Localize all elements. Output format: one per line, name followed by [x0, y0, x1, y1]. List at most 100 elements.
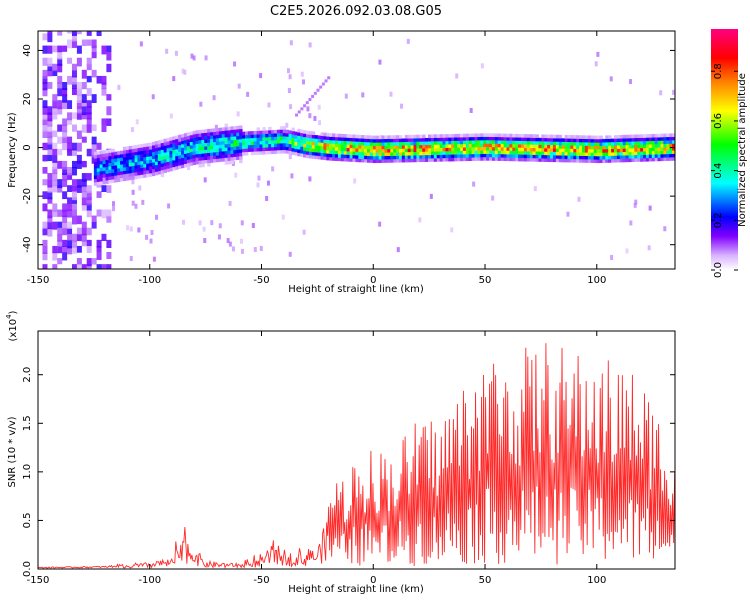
spectrogram-cell [669, 153, 673, 158]
spectrogram-cell [387, 138, 391, 143]
spectrogram-cell [303, 143, 307, 148]
spectrogram-cell [361, 155, 365, 160]
spectrogram-cell [489, 143, 493, 148]
spectrogram-cell [52, 203, 58, 212]
spectrogram-cell [532, 137, 537, 142]
spectrogram-cell [457, 150, 461, 155]
spectrogram-cell [425, 137, 429, 142]
spectrogram-cell [146, 170, 150, 174]
spectrogram-cell [160, 166, 165, 171]
spectrogram-cell [521, 147, 525, 152]
spectrogram-cell [593, 152, 598, 157]
spectrogram-cell [654, 137, 659, 141]
spectrogram-cell [605, 145, 609, 150]
spectrogram-cell [439, 141, 444, 145]
spectrogram-cell [282, 132, 287, 137]
spectrogram-cell [204, 149, 208, 154]
spectrogram-cell [259, 245, 263, 251]
spectrogram-cell [76, 264, 82, 269]
spectrogram-cell [462, 140, 467, 145]
spectrogram-cell [613, 135, 618, 139]
spectrogram-cell [224, 150, 229, 155]
spectrogram-cell [337, 154, 342, 158]
spectrogram-cell [227, 157, 231, 161]
spectrogram-cell [637, 154, 641, 159]
spectrogram-cell [567, 145, 571, 149]
spectrogram-cell [666, 147, 670, 151]
spectrogram-cell [500, 157, 505, 161]
spectrogram-cell [210, 138, 214, 143]
spectrogram-cell [96, 239, 102, 248]
spectrogram-y-axis-label: Frequency (Hz) [7, 112, 18, 188]
spectrogram-cell [393, 152, 397, 156]
spectrogram-cell [384, 152, 388, 157]
spectrogram-cell [67, 239, 73, 249]
spectrogram-cell [468, 143, 473, 148]
spectrogram-cell [157, 160, 162, 165]
spectrogram-cell [192, 130, 197, 135]
spectrogram-cell [404, 148, 409, 153]
spectrogram-cell [643, 158, 647, 162]
spectrogram-cell [429, 193, 433, 199]
spectrogram-cell [573, 141, 577, 146]
spectrogram-cell [271, 150, 275, 155]
spectrogram-cell [288, 130, 292, 134]
spectrogram-cell [372, 142, 377, 147]
spectrogram-cell [146, 146, 150, 151]
spectrogram-cell [201, 146, 205, 151]
spectrogram-cell [172, 76, 176, 82]
spectrogram-cell [300, 153, 304, 157]
spectrogram-cell [247, 131, 252, 135]
spectrogram-cell [76, 154, 82, 164]
spectrogram-cell [613, 145, 618, 149]
spectrogram-cell [268, 140, 272, 145]
spectrogram-cell [122, 157, 127, 161]
spectrogram-cell [117, 154, 121, 159]
spectrogram-cell [337, 143, 342, 148]
spectrogram-cell [335, 133, 339, 138]
spectrogram-cell [178, 161, 182, 166]
spectrogram-cell [640, 141, 644, 145]
spectrogram-cell [628, 144, 632, 149]
spectrogram-cell [387, 152, 391, 156]
spectrogram-cell [384, 159, 388, 163]
spectrogram-cell [215, 141, 220, 146]
spectrogram-cell [660, 154, 664, 158]
spectrogram-cell [218, 223, 222, 229]
spectrogram-cell [178, 134, 182, 139]
spectrogram-cell [230, 146, 234, 151]
spectrogram-cell [590, 159, 595, 163]
spectrogram-cell [451, 157, 455, 162]
spectrogram-cell [259, 134, 263, 138]
spectrogram-cell [166, 148, 170, 152]
spectrogram-cell [91, 45, 97, 52]
spectrogram-cell [430, 141, 435, 145]
spectrogram-cell [436, 158, 441, 162]
spectrogram-cell [361, 145, 365, 149]
spectrogram-cell [305, 151, 310, 155]
spectrogram-cell [573, 155, 577, 160]
spectrogram-cell [672, 150, 675, 154]
spectrogram-cell [570, 152, 574, 156]
spectrogram-cell [120, 154, 124, 158]
snr-y-tick-label: 0.5 [22, 512, 33, 528]
spectrogram-cell [178, 155, 182, 159]
spectrogram-cell [637, 141, 641, 145]
spectrogram-cell [570, 145, 574, 149]
spectrogram-cell [67, 203, 73, 211]
spectrogram-cell [146, 163, 150, 168]
spectrogram-cell [416, 134, 420, 139]
spectrogram-cell [340, 150, 345, 155]
spectrogram-cell [186, 149, 191, 153]
spectrogram-cell [497, 136, 502, 141]
spectrogram-cell [657, 154, 661, 158]
spectrogram-cell [355, 158, 359, 163]
spectrogram-cell [62, 209, 68, 218]
spectrogram-cell [564, 158, 568, 163]
spectrogram-cell [349, 141, 353, 145]
spectrogram-cell [91, 39, 97, 49]
spectrogram-cell [125, 159, 130, 164]
spectrogram-cell [564, 151, 568, 156]
spectrogram-cell [645, 134, 650, 138]
spectrogram-cell [259, 151, 263, 155]
